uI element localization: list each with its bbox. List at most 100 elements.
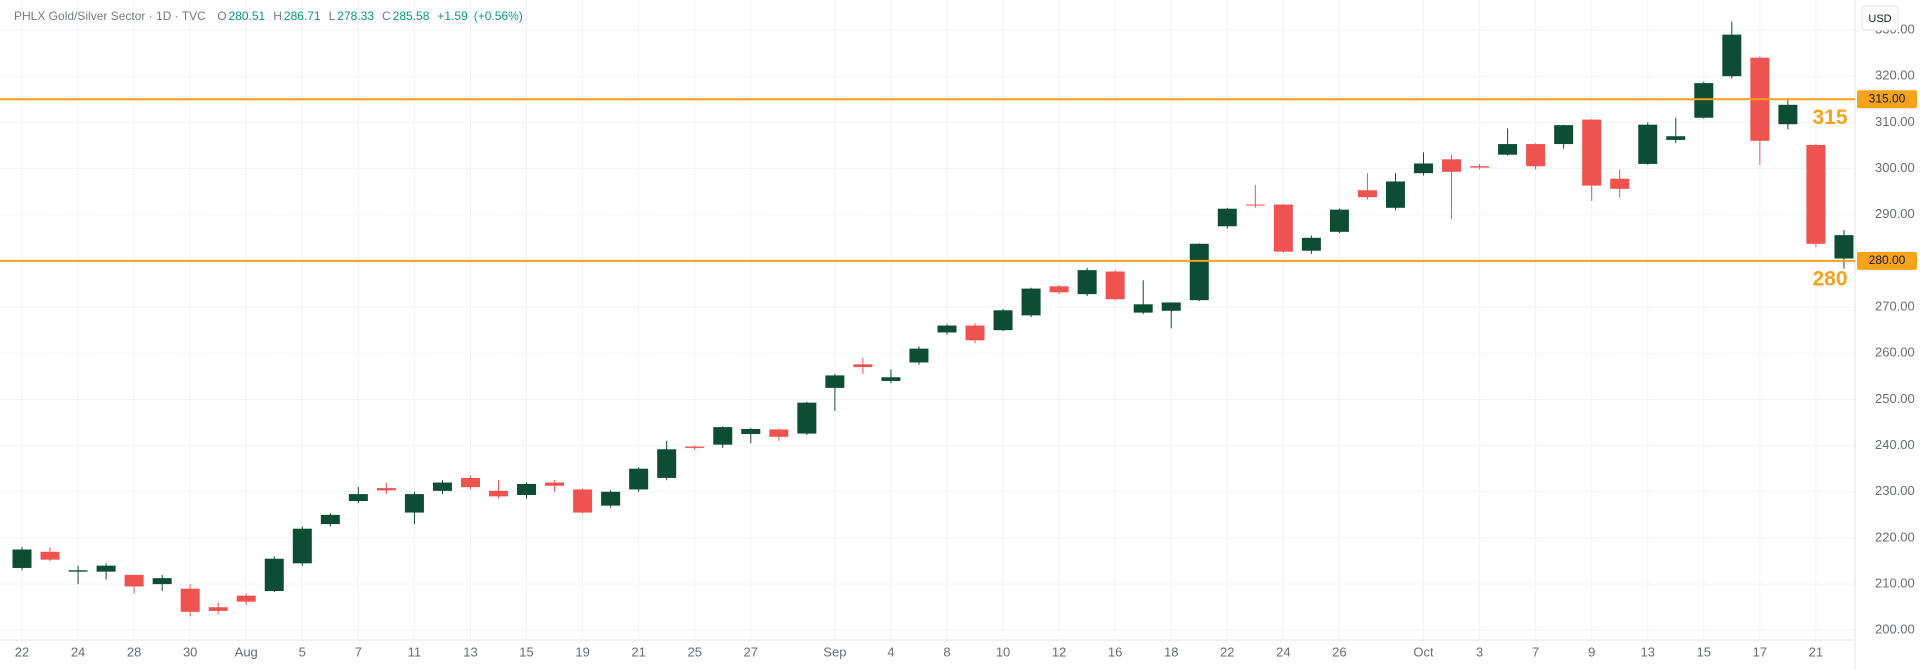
candle-body (432, 482, 452, 491)
candle-body (1582, 119, 1602, 186)
candle-body (713, 427, 733, 445)
x-tick-label: 7 (1532, 644, 1539, 659)
x-tick-label: 8 (943, 644, 950, 659)
candle-body (1105, 271, 1125, 300)
chart-title: PHLX Gold/Silver Sector · 1D · TVC (14, 9, 206, 23)
x-tick-label: 12 (1052, 644, 1066, 659)
x-tick-label: 26 (1332, 644, 1346, 659)
chart-header: PHLX Gold/Silver Sector · 1D · TVC O 280.… (14, 9, 525, 23)
candle-body (404, 494, 424, 513)
candle-body (1526, 144, 1546, 167)
y-tick-label: 220.00 (1875, 529, 1915, 544)
ohlc-prefix: L (328, 9, 336, 23)
candle-body (96, 565, 116, 572)
ohlc-prefix: H (273, 9, 282, 23)
x-tick-label: 13 (463, 644, 477, 659)
candle-body (1133, 304, 1153, 313)
y-tick-label: 260.00 (1875, 345, 1915, 360)
candle-body (1077, 270, 1097, 295)
candle-body (657, 449, 677, 478)
candle-body (741, 428, 761, 435)
candle-body (460, 477, 480, 488)
annotation: 315 (1812, 106, 1847, 129)
candle-body (68, 570, 88, 572)
y-tick-label: 310.00 (1875, 114, 1915, 129)
x-tick-label: 3 (1476, 644, 1483, 659)
price-tag-label: 315.00 (1869, 91, 1906, 105)
candle-body (1189, 243, 1209, 301)
candle-body (12, 549, 32, 568)
candle-body (1666, 136, 1686, 140)
x-tick-label: 15 (519, 644, 533, 659)
candle-body (993, 310, 1013, 331)
ohlc-value: 286.71 (283, 9, 321, 23)
candle-body (1722, 34, 1742, 77)
y-tick-label: 250.00 (1875, 391, 1915, 406)
candle-body (124, 574, 144, 587)
candle-body (517, 483, 537, 496)
ohlc-value: 278.33 (337, 9, 374, 23)
x-tick-label: 22 (1220, 644, 1234, 659)
x-tick-label: 15 (1697, 644, 1711, 659)
x-tick-label: 16 (1108, 644, 1122, 659)
candle-body (376, 488, 396, 491)
x-tick-label: 17 (1753, 644, 1767, 659)
candle-body (1834, 235, 1854, 259)
candle-body (629, 468, 649, 490)
y-tick-label: 320.00 (1875, 68, 1915, 83)
candle-body (881, 377, 901, 381)
candle-body (825, 375, 845, 388)
change: +1.59 (437, 9, 468, 23)
x-tick-label: Aug (235, 644, 258, 659)
candle-body (236, 595, 256, 602)
y-tick-label: 290.00 (1875, 206, 1915, 221)
candle-body (1273, 204, 1293, 252)
x-tick-label: 4 (887, 644, 894, 659)
y-tick-label: 270.00 (1875, 299, 1915, 314)
x-tick-label: 11 (408, 644, 422, 659)
x-tick-label: 18 (1164, 644, 1178, 659)
candle-body (853, 364, 873, 368)
y-tick-label: 210.00 (1875, 576, 1915, 591)
grid (0, 0, 1855, 640)
candle-body (348, 494, 368, 502)
candle-body (489, 490, 509, 497)
ohlc-value: 280.51 (228, 9, 266, 23)
x-tick-label: 13 (1641, 644, 1655, 659)
x-tick-label: 22 (15, 644, 29, 659)
candle-body (208, 607, 228, 611)
x-tick-label: Sep (823, 644, 846, 659)
x-tick-label: Oct (1413, 644, 1434, 659)
candle-body (1329, 209, 1349, 232)
candle-body (1301, 237, 1321, 251)
candle-body (797, 402, 817, 434)
price-tag (1857, 90, 1917, 109)
y-tick-label: 300.00 (1875, 160, 1915, 175)
candle-body (264, 558, 284, 592)
x-tick-label: 9 (1588, 644, 1595, 659)
candle-body (1554, 125, 1574, 145)
y-tick-label: 200.00 (1875, 622, 1915, 637)
annotation: 280 (1812, 267, 1847, 290)
change-pct: (+0.56%) (473, 9, 523, 23)
x-tick-label: 21 (631, 644, 645, 659)
candle-body (1414, 163, 1433, 174)
x-tick-label: 25 (687, 644, 701, 659)
y-tick-label: 240.00 (1875, 437, 1915, 452)
ohlc-value: 285.58 (392, 9, 430, 23)
candle-body (965, 325, 985, 341)
candle-body (1638, 124, 1658, 164)
x-tick-label: 5 (299, 644, 306, 659)
currency-box (1861, 5, 1899, 31)
x-tick-label: 24 (71, 644, 85, 659)
candle-body (1610, 178, 1630, 189)
candle-body (769, 429, 789, 437)
ohlc-prefix: C (382, 9, 391, 23)
x-tick-label: 19 (575, 644, 589, 659)
price-tag-label: 280.00 (1869, 253, 1906, 267)
candle-body (1021, 288, 1041, 316)
x-tick-label: 7 (355, 644, 362, 659)
candle-body (601, 491, 621, 506)
